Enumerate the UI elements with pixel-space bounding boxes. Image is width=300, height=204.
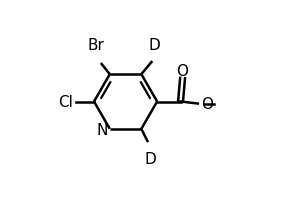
Text: Cl: Cl [58,94,73,110]
Text: N: N [96,123,108,138]
Text: Br: Br [87,38,104,52]
Text: O: O [177,64,189,79]
Text: D: D [145,152,156,166]
Text: O: O [201,96,213,112]
Text: D: D [149,38,161,52]
